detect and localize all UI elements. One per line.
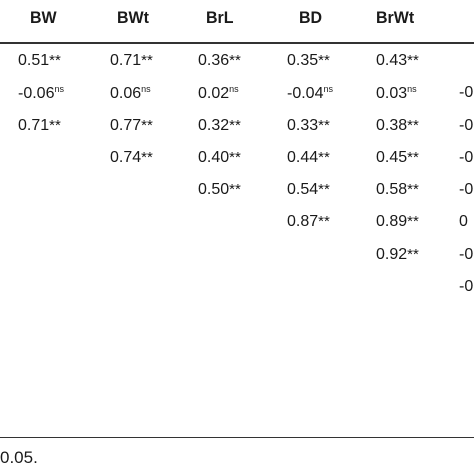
cell-value: -0.04 [287, 85, 324, 102]
table-cell: 0 [459, 213, 468, 231]
cell-value: 0.32 [198, 117, 230, 134]
significance-mark: ** [141, 52, 153, 69]
cell-value: 0.33 [287, 117, 319, 134]
table-cell: 0.77** [110, 117, 153, 135]
significance-mark: ns [141, 84, 151, 94]
table-cell: 0.89** [376, 213, 419, 231]
cell-value: 0.06 [110, 85, 142, 102]
table-cell: -0 [459, 181, 473, 199]
table-cell: -0 [459, 117, 473, 135]
cell-value: 0.03 [376, 85, 408, 102]
significance-mark: ** [318, 181, 330, 198]
significance-mark: ** [407, 149, 419, 166]
cell-value: 0.44 [287, 149, 319, 166]
cell-value: 0.87 [287, 213, 319, 230]
cell-value: 0.54 [287, 181, 319, 198]
significance-mark: ** [318, 117, 330, 134]
significance-mark: ** [229, 117, 241, 134]
cell-value: -0.06 [18, 85, 55, 102]
table-cell: 0.33** [287, 117, 330, 135]
significance-mark: ** [318, 213, 330, 230]
header-bw: BW [30, 8, 57, 27]
table-cell: 0.36** [198, 52, 241, 70]
significance-mark: ** [318, 149, 330, 166]
table-cell: 0.51** [18, 52, 61, 70]
table-cell: 0.38** [376, 117, 419, 135]
cell-value: 0.02 [198, 85, 230, 102]
cell-value: 0.43 [376, 52, 408, 69]
cell-value: -0 [459, 278, 474, 295]
cell-value: 0.45 [376, 149, 408, 166]
cell-value: -0 [459, 181, 474, 198]
table-cell: 0.02ns [198, 84, 239, 103]
cell-value: -0 [459, 84, 474, 101]
significance-mark: ** [407, 181, 419, 198]
significance-mark: ** [407, 52, 419, 69]
footnote: 0.05. [0, 448, 38, 467]
table-cell: 0.54** [287, 181, 330, 199]
cell-value: 0.51 [18, 52, 50, 69]
cell-value: 0.71 [18, 117, 50, 134]
significance-mark: ns [323, 84, 333, 94]
significance-mark: ** [49, 117, 61, 134]
cell-value: 0.92 [376, 246, 408, 263]
header-bd: BD [299, 8, 323, 27]
table-cell: -0 [459, 246, 473, 264]
cell-value: 0.40 [198, 149, 230, 166]
table-cell: 0.92** [376, 246, 419, 264]
significance-mark: ns [229, 84, 239, 94]
table-cell: 0.32** [198, 117, 241, 135]
significance-mark: ** [141, 117, 153, 134]
cell-value: 0.36 [198, 52, 230, 69]
table-cell: -0 [459, 84, 473, 102]
cell-value: 0 [459, 213, 468, 230]
significance-mark: ** [229, 181, 241, 198]
table-cell: 0.50** [198, 181, 241, 199]
significance-mark: ** [229, 52, 241, 69]
table-cell: 0.06ns [110, 84, 151, 103]
cell-value: 0.71 [110, 52, 142, 69]
bottom-rule [0, 437, 474, 438]
table-cell: 0.44** [287, 149, 330, 167]
table-cell: -0 [459, 149, 473, 167]
significance-mark: ** [407, 246, 419, 263]
cell-value: -0 [459, 117, 474, 134]
significance-mark: ** [49, 52, 61, 69]
header-brwt: BrWt [376, 8, 415, 27]
cell-value: 0.74 [110, 149, 142, 166]
cell-value: 0.38 [376, 117, 408, 134]
header-brl: BrL [206, 8, 234, 27]
table-cell: -0.06ns [18, 84, 64, 103]
cell-value: 0.50 [198, 181, 230, 198]
significance-mark: ** [141, 149, 153, 166]
table-cell: -0 [459, 278, 473, 296]
significance-mark: ns [407, 84, 417, 94]
header-bwt: BWt [117, 8, 149, 27]
table-cell: 0.74** [110, 149, 153, 167]
significance-mark: ** [318, 52, 330, 69]
cell-value: 0.58 [376, 181, 408, 198]
table-cell: 0.58** [376, 181, 419, 199]
cell-value: -0 [459, 246, 474, 263]
cell-value: 0.35 [287, 52, 319, 69]
cell-value: -0 [459, 149, 474, 166]
table-cell: 0.43** [376, 52, 419, 70]
significance-mark: ** [407, 117, 419, 134]
header-rule [0, 42, 474, 44]
table-cell: 0.03ns [376, 84, 417, 103]
cell-value: 0.89 [376, 213, 408, 230]
table-cell: 0.40** [198, 149, 241, 167]
significance-mark: ** [407, 213, 419, 230]
table-cell: -0.04ns [287, 84, 333, 103]
cell-value: 0.77 [110, 117, 142, 134]
significance-mark: ns [54, 84, 64, 94]
table-cell: 0.71** [110, 52, 153, 70]
significance-mark: ** [229, 149, 241, 166]
table-cell: 0.45** [376, 149, 419, 167]
table-cell: 0.35** [287, 52, 330, 70]
table-cell: 0.87** [287, 213, 330, 231]
table-cell: 0.71** [18, 117, 61, 135]
